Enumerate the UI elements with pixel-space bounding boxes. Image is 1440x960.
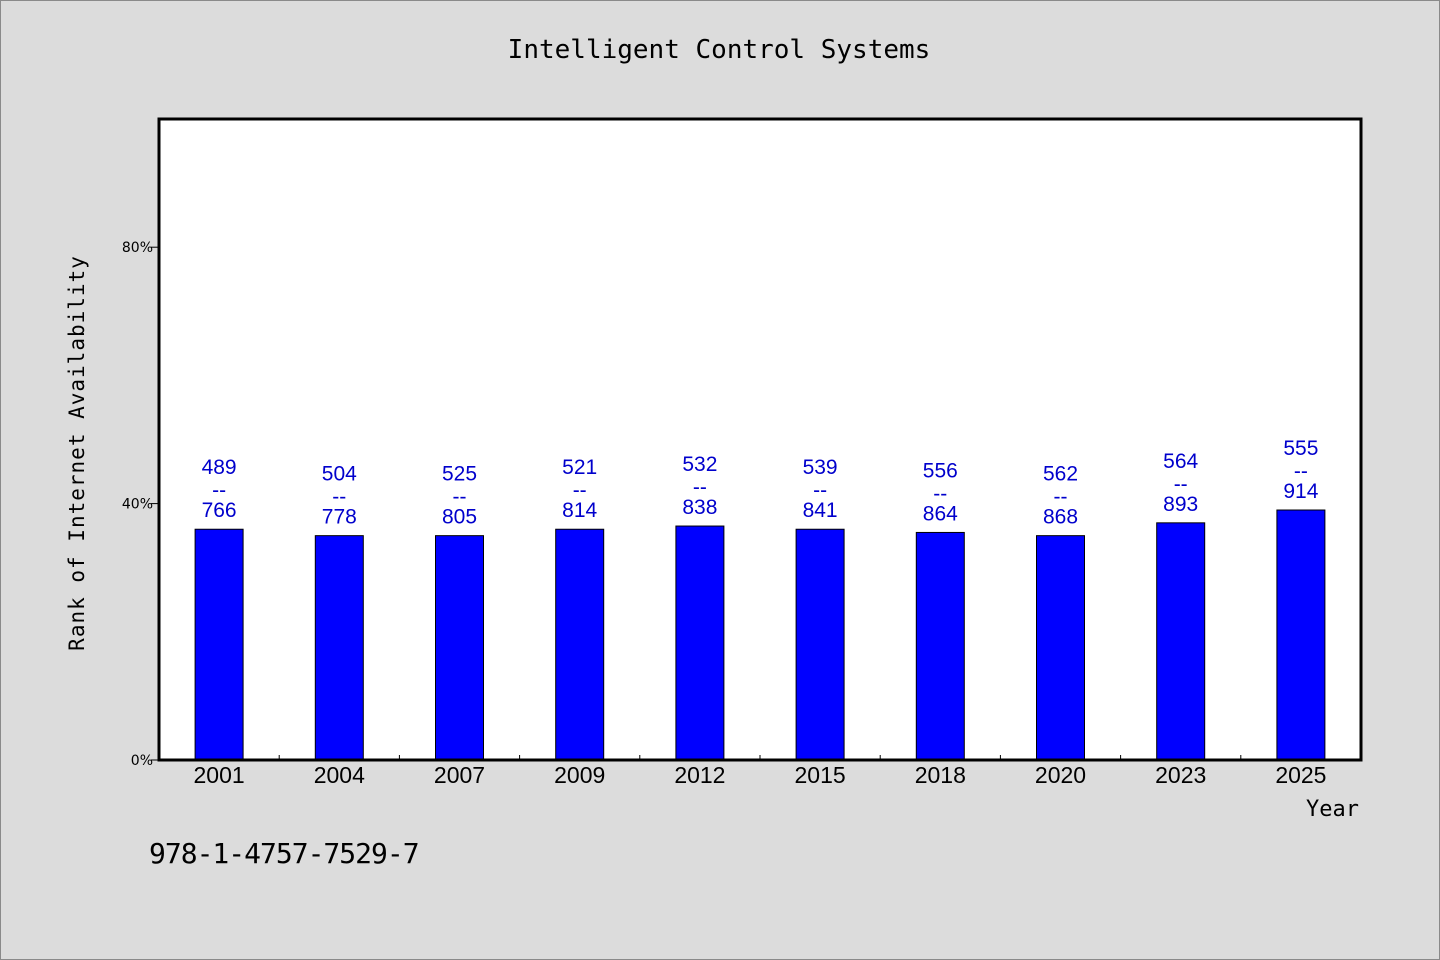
value-label-separator: --: [212, 479, 226, 502]
value-label-bottom: 814: [562, 499, 597, 522]
x-axis-title: Year: [1306, 797, 1359, 822]
value-label-bottom: 868: [1043, 506, 1078, 529]
bar-2018: [915, 531, 965, 761]
value-label-bottom: 805: [442, 506, 477, 529]
x-category-label: 2018: [915, 762, 966, 788]
x-category-label: 2012: [674, 762, 725, 788]
value-label-separator: --: [693, 476, 707, 499]
value-label-separator: --: [573, 479, 587, 502]
bar-2004: [314, 535, 364, 761]
y-tick-label: 80%: [122, 240, 153, 256]
y-tick-label: 0%: [131, 753, 153, 769]
value-label-bottom: 766: [202, 499, 237, 522]
x-category-label: 2025: [1275, 762, 1326, 788]
bar-2023: [1156, 522, 1206, 761]
bar-2009: [555, 528, 605, 761]
category-labels: 2001 2004 2007 2009 2012 2015 2018 2020 2023 2025: [194, 762, 1327, 788]
value-label-separator: --: [813, 479, 827, 502]
x-category-label: 2020: [1035, 762, 1086, 788]
x-category-label: 2007: [434, 762, 485, 788]
bar-2007: [435, 535, 484, 761]
value-label-bottom: 914: [1283, 480, 1318, 503]
value-label-bottom: 778: [322, 506, 357, 529]
value-label-top: 564: [1163, 450, 1198, 473]
value-label-top: 562: [1043, 463, 1078, 486]
bars: [194, 509, 1326, 761]
value-label-separator: --: [1054, 486, 1068, 509]
value-label-separator: --: [1294, 460, 1308, 483]
chart-title: Intelligent Control Systems: [507, 35, 931, 65]
bar-2015: [795, 528, 845, 761]
isbn-label: 978-1-4757-7529-7: [149, 837, 420, 870]
value-label-top: 504: [322, 463, 357, 486]
value-label-top: 556: [923, 459, 958, 482]
x-category-label: 2004: [314, 762, 365, 788]
value-label-bottom: 893: [1163, 493, 1198, 516]
value-label-bottom: 864: [923, 502, 958, 525]
y-tick-label: 40%: [122, 497, 153, 513]
value-label-separator: --: [332, 486, 346, 509]
x-category-label: 2001: [194, 762, 245, 788]
bar-2020: [1036, 535, 1085, 761]
value-label-top: 489: [202, 456, 237, 479]
value-label-top: 521: [562, 456, 597, 479]
value-labels: 766--489778--504805--525814--521838--532…: [202, 437, 1319, 529]
x-category-label: 2015: [795, 762, 846, 788]
value-label-bottom: 838: [682, 496, 717, 519]
bar-2012: [675, 525, 725, 761]
y-axis-ticks: 0% 40% 80%: [122, 240, 159, 769]
bar-2025: [1276, 509, 1326, 761]
value-label-top: 532: [682, 453, 717, 476]
plot-border: [157, 117, 1363, 762]
x-category-label: 2023: [1155, 762, 1206, 788]
bar-2001: [194, 528, 244, 761]
value-label-top: 555: [1283, 437, 1318, 460]
value-label-separator: --: [933, 482, 947, 505]
value-label-top: 539: [803, 456, 838, 479]
value-label-top: 525: [442, 463, 477, 486]
value-label-separator: --: [1174, 473, 1188, 496]
value-label-bottom: 841: [803, 499, 838, 522]
x-category-label: 2009: [554, 762, 605, 788]
value-label-separator: --: [453, 486, 467, 509]
